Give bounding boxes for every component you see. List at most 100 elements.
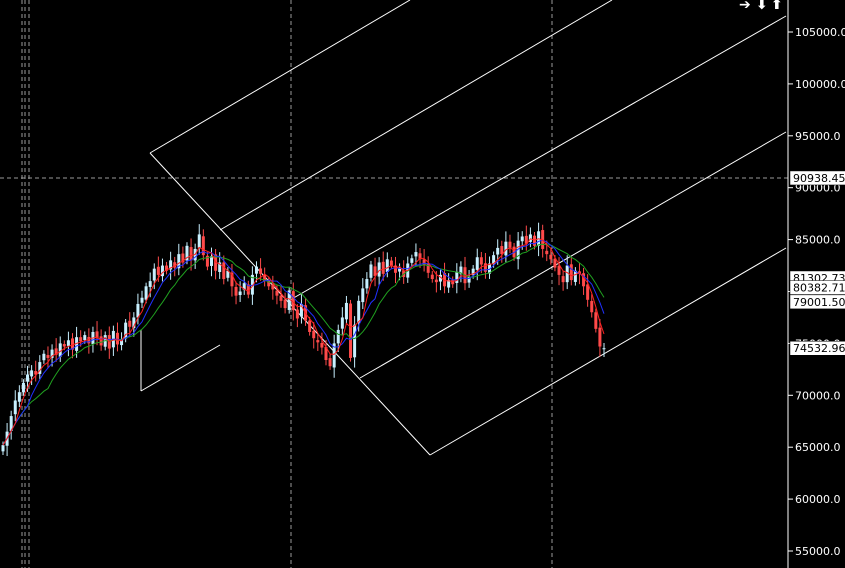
candle-body (389, 260, 393, 266)
candle-body (353, 324, 357, 358)
price-label-value: 80382.71 (793, 282, 845, 295)
candle-body (9, 416, 13, 432)
candle-body (336, 329, 340, 344)
candle-body (267, 280, 271, 287)
candle-body (30, 370, 34, 377)
candle-body (38, 362, 42, 374)
andrews-pitchfork[interactable] (140, 0, 787, 456)
candle-body (173, 262, 177, 268)
channel-line-upper (149, 0, 411, 154)
candle-body (152, 268, 156, 281)
candle-body (79, 337, 83, 342)
candle-body (120, 339, 124, 346)
channel-line-median (359, 131, 787, 379)
arrow-right-icon[interactable]: ➔ (739, 0, 751, 13)
candle-body (308, 320, 312, 332)
arrow-up-icon[interactable]: ⬆ (771, 0, 783, 13)
candle-body (205, 255, 209, 267)
candle-body (312, 330, 316, 339)
candle-body (299, 303, 303, 317)
moving-average-fast (2, 238, 605, 446)
candle-body (181, 253, 185, 263)
candle-body (549, 254, 553, 260)
candle-body (140, 297, 144, 303)
candle-body (492, 255, 496, 265)
candle-body (115, 332, 119, 345)
arrow-down-icon[interactable]: ⬇ (756, 0, 768, 13)
candle-body (496, 247, 500, 255)
candle-body (414, 252, 418, 257)
candle-body (83, 335, 87, 341)
candle-body (42, 353, 46, 361)
candle-body (279, 295, 283, 301)
candle-body (271, 284, 275, 290)
candle-body (569, 264, 573, 281)
candle-body (58, 343, 62, 357)
candle-body (201, 236, 205, 256)
candle-body (75, 337, 79, 351)
candle-body (434, 279, 438, 283)
candle-body (586, 284, 590, 300)
candle-body (520, 236, 524, 242)
candle-body (1, 445, 5, 452)
candle-body (451, 280, 455, 285)
candle-body (66, 340, 70, 346)
candle-body (500, 246, 504, 255)
candle-body (132, 317, 136, 329)
candle-body (222, 262, 226, 280)
candle-body (349, 303, 353, 358)
candle-body (438, 274, 442, 282)
candle-body (565, 265, 569, 283)
candle-body (324, 346, 328, 361)
candle-body (410, 258, 414, 263)
candle-body (418, 253, 422, 260)
candle-body (332, 343, 336, 368)
candle-body (46, 355, 50, 358)
price-label-box (789, 280, 845, 295)
candle-body (467, 276, 471, 283)
price-label-box (789, 170, 845, 186)
candle-body (259, 268, 263, 274)
candle-body (242, 283, 246, 290)
candle-body (447, 280, 451, 288)
candle-body (475, 257, 479, 270)
candle-body (398, 268, 402, 272)
candle-body (13, 400, 17, 415)
candle-body (426, 263, 430, 273)
price-label-value: 79001.50 (793, 296, 845, 309)
candle-body (246, 284, 250, 295)
candle-body (541, 230, 545, 249)
candle-body (532, 235, 536, 246)
candle-body (516, 240, 520, 260)
moving-average-slow (2, 243, 605, 446)
candle-body (561, 276, 565, 283)
candle-body (185, 245, 189, 261)
candle-body (471, 268, 475, 276)
candle-body (320, 342, 324, 348)
candle-body (34, 371, 38, 375)
candle-body (124, 322, 128, 339)
candle-body (291, 291, 295, 311)
candle-body (197, 234, 201, 248)
axis-tick-label: 95000.0 (795, 130, 841, 143)
channel-anchor-line (140, 344, 221, 392)
candle-body (226, 270, 230, 278)
candle-body (373, 266, 377, 276)
candle-body (148, 281, 152, 287)
candle-body (381, 261, 385, 274)
candle-body (590, 301, 594, 313)
candle-body (177, 254, 181, 269)
candle-body (230, 272, 234, 287)
candle-body (479, 257, 483, 265)
candle-body (443, 273, 447, 287)
candle-body (99, 336, 103, 346)
candle-body (189, 247, 193, 261)
axis-tick-label: 60000.0 (795, 493, 841, 506)
candle-body (524, 235, 528, 244)
candle-body (377, 262, 381, 277)
candle-body (455, 271, 459, 283)
candle-body (144, 286, 148, 300)
candle-body (295, 309, 299, 319)
